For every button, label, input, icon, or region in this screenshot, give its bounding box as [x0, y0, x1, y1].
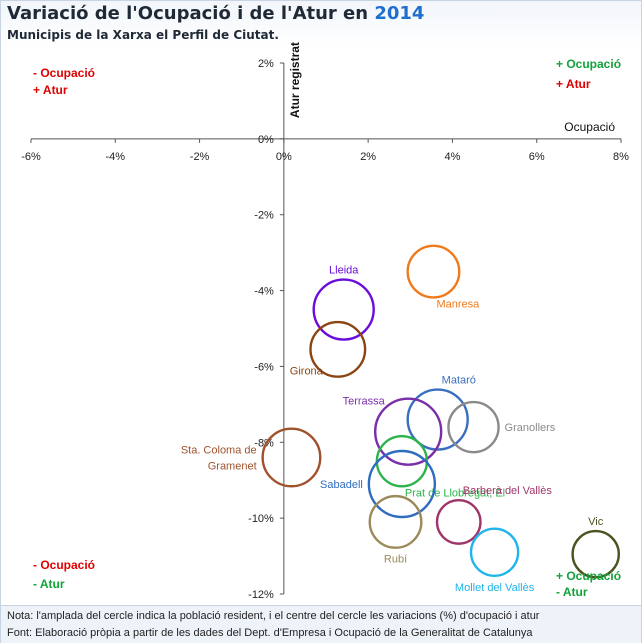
y-tick-label: -12%: [248, 589, 274, 601]
bubble-label: Vic: [588, 516, 604, 528]
chart-notes: Nota: l'amplada del cercle indica la pob…: [1, 605, 641, 643]
x-tick-label: 8%: [613, 151, 629, 163]
y-tick-label: -4%: [254, 286, 274, 298]
y-tick-label: -6%: [254, 361, 274, 373]
bubble-label: Sta. Coloma de Gramenet: [181, 444, 257, 472]
bubble: [375, 435, 429, 488]
y-tick-label: -2%: [254, 210, 274, 222]
chart-header: Variació de l'Ocupació i de l'Atur en 20…: [1, 1, 641, 49]
chart-title-year: 2014: [374, 3, 425, 24]
bubble: [435, 498, 482, 545]
bubble-label: Barberà del Vallès: [463, 485, 553, 497]
axes: Ocupació Atur registrat: [31, 42, 621, 594]
bubble: [447, 400, 500, 454]
bubble-label: Sabadell: [320, 479, 363, 491]
quadrant-top-right-line1: + Ocupació: [556, 57, 621, 71]
x-tick-label: 6%: [529, 151, 545, 163]
y-tick-label: 0%: [258, 134, 274, 146]
bubble: [406, 388, 469, 451]
bubbles: Lleida Manresa Girona Mataró Terrassa Granoll…: [181, 244, 621, 594]
x-tick-label: 0%: [276, 151, 292, 163]
bubble: [261, 427, 322, 488]
bubble: [309, 320, 367, 378]
bubble-label: Mollet del Vallès: [455, 582, 535, 594]
quadrant-bottom-left-line1: - Ocupació: [33, 558, 95, 572]
x-tick-label: -4%: [106, 151, 126, 163]
quadrant-bottom-right-line1: + Ocupació: [556, 569, 621, 583]
x-tick-label: -6%: [21, 151, 41, 163]
bubble: [469, 527, 520, 578]
bubble-label: Girona: [290, 365, 324, 377]
chart-title: Variació de l'Ocupació i de l'Atur en 20…: [7, 3, 424, 24]
bubble-label: Terrassa: [343, 395, 386, 407]
note-line: Nota: l'amplada del cercle indica la pob…: [7, 610, 540, 622]
bubble: [368, 494, 423, 549]
bubble-label: Lleida: [329, 265, 359, 277]
x-axis-title: Ocupació: [564, 120, 615, 134]
quadrant-bottom-left-line2: - Atur: [33, 577, 65, 591]
chart-subtitle: Municipis de la Xarxa el Perfil de Ciuta…: [7, 28, 279, 42]
axis-ticks: -6% -4% -2% 0% 2% 4% 6% 8%2%0%-2%-4%-6%-8%-10%-…: [21, 58, 629, 601]
quadrant-top-right-line2: + Atur: [556, 77, 591, 91]
bubble-label: Rubí: [384, 554, 407, 566]
bubble: [312, 278, 375, 341]
bubble: [406, 244, 461, 299]
y-tick-label: -10%: [248, 513, 274, 525]
quadrant-top-left-line1: - Ocupació: [33, 66, 95, 80]
chart-title-main: Variació de l'Ocupació i de l'Atur en: [7, 3, 375, 24]
quadrant-top-left-line2: + Atur: [33, 83, 68, 97]
y-tick-label: 2%: [258, 58, 274, 70]
bubble-label-line: Gramenet: [208, 460, 257, 472]
bubble-label: Granollers: [505, 422, 556, 434]
bubble-label: Manresa: [436, 298, 480, 310]
quadrant-labels: - Ocupació + Atur + Ocupació + Atur - Oc…: [33, 57, 621, 599]
scatter-plot: Ocupació Atur registrat -6% -4% -2% 0% 2% 4% 6%…: [21, 42, 629, 601]
bubble-label-line: Sta. Coloma de: [181, 444, 257, 456]
x-tick-label: 2%: [360, 151, 376, 163]
bubble: [571, 529, 621, 579]
y-axis-title: Atur registrat: [288, 42, 302, 118]
x-tick-label: 4%: [444, 151, 460, 163]
source-line: Font: Elaboració pròpia a partir de les …: [7, 627, 533, 639]
x-tick-label: -2%: [190, 151, 210, 163]
bubble: [373, 397, 443, 466]
bubble-label: Prat de Llobregat, El: [405, 487, 505, 499]
bubble-label: Mataró: [442, 375, 476, 387]
quadrant-bottom-right-line2: - Atur: [556, 585, 588, 599]
bubble: [367, 449, 437, 519]
